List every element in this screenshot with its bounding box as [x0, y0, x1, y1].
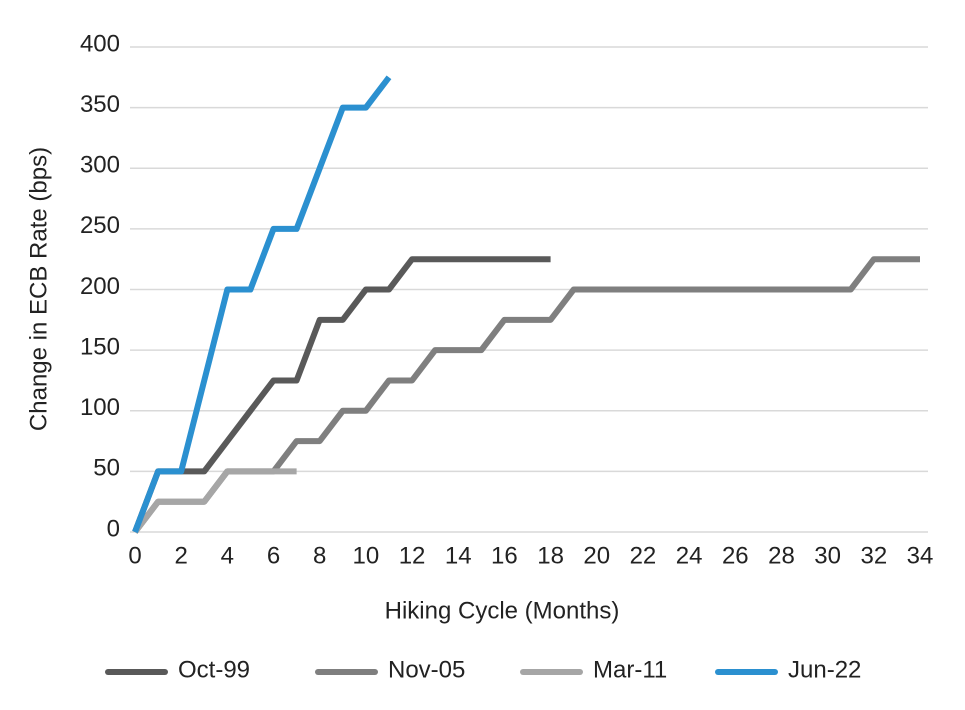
x-tick-label: 14 [445, 542, 472, 569]
y-tick-label: 150 [80, 333, 120, 360]
x-tick-label: 28 [768, 542, 795, 569]
x-tick-label: 20 [583, 542, 610, 569]
x-tick-label: 22 [630, 542, 657, 569]
x-tick-label: 4 [221, 542, 234, 569]
line-series [132, 75, 392, 534]
legend-label: Mar-11 [593, 656, 667, 683]
line-series [132, 256, 551, 534]
legend-label: Oct-99 [178, 656, 250, 683]
y-tick-label: 300 [80, 152, 120, 179]
x-tick-label: 8 [313, 542, 326, 569]
y-tick-label: 0 [107, 515, 120, 542]
y-tick-label: 200 [80, 273, 120, 300]
x-tick-label: 34 [907, 542, 934, 569]
x-tick-label: 18 [537, 542, 564, 569]
x-tick-label: 0 [128, 542, 141, 569]
x-tick-label: 6 [267, 542, 280, 569]
x-tick-label: 16 [491, 542, 518, 569]
x-tick-label: 24 [676, 542, 703, 569]
y-tick-label: 400 [80, 30, 120, 57]
x-tick-label: 32 [860, 542, 887, 569]
line-series [132, 468, 297, 534]
x-tick-label: 10 [353, 542, 380, 569]
y-tick-label: 50 [93, 455, 120, 482]
x-tick-label: 2 [174, 542, 187, 569]
x-tick-label: 30 [814, 542, 841, 569]
y-axis-title: Change in ECB Rate (bps) [25, 147, 52, 431]
line-series [132, 256, 920, 534]
y-tick-label: 350 [80, 91, 120, 118]
x-tick-label: 12 [399, 542, 426, 569]
y-tick-label: 250 [80, 212, 120, 239]
legend-label: Jun-22 [788, 656, 861, 683]
y-tick-label: 100 [80, 394, 120, 421]
legend-label: Nov-05 [388, 656, 465, 683]
x-axis-title: Hiking Cycle (Months) [385, 597, 620, 624]
x-tick-label: 26 [722, 542, 749, 569]
